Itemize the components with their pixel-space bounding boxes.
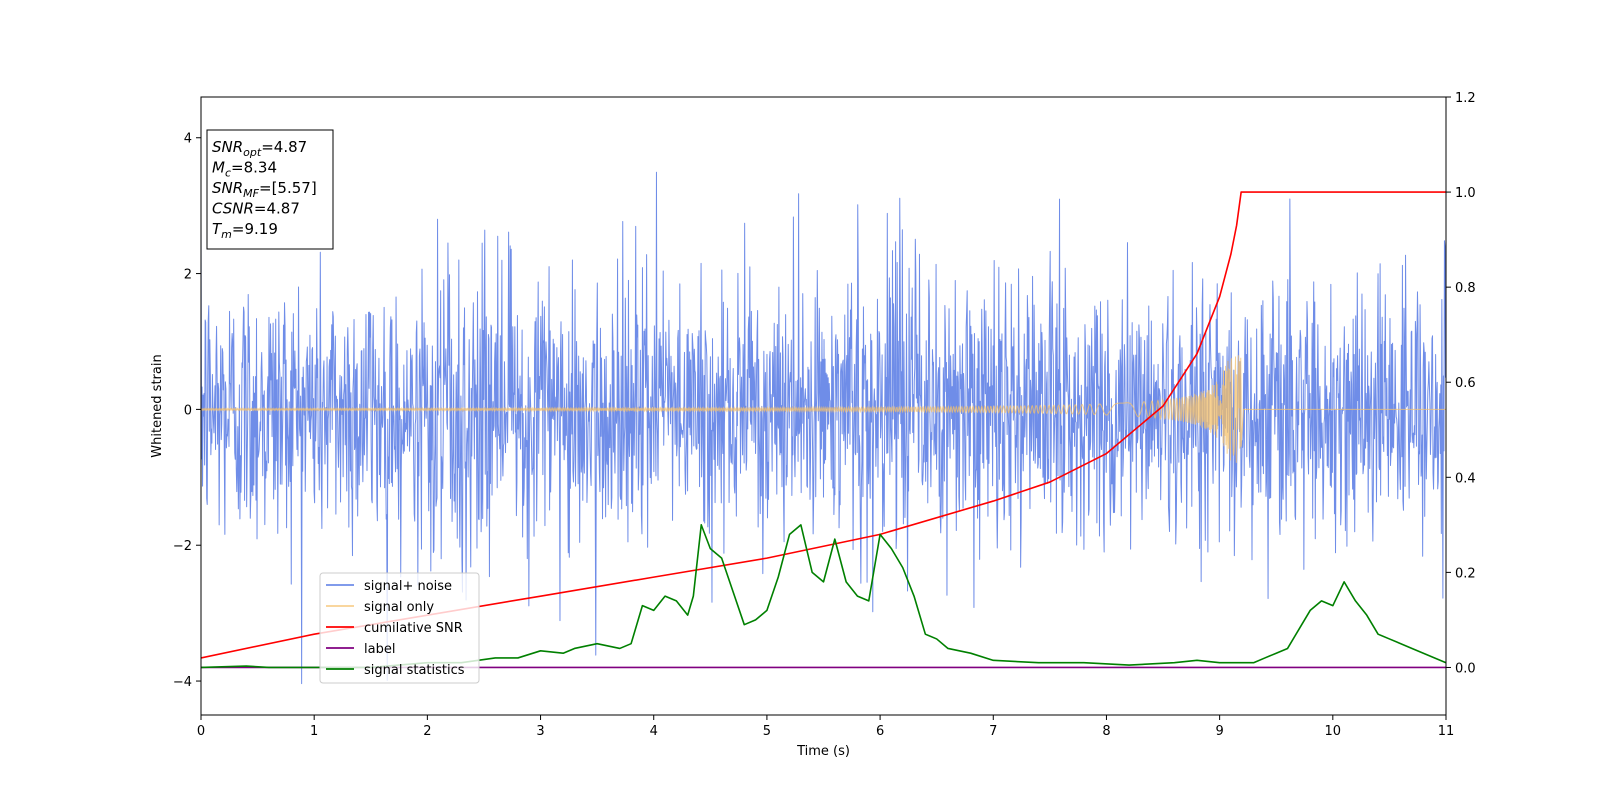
legend-entry: cumilative SNR [364, 621, 463, 636]
x-tick-label: 10 [1325, 724, 1342, 739]
series-cumilative-snr-line [201, 191, 1446, 659]
y-right-tick-label: 1.2 [1455, 91, 1476, 106]
y-left-tick-label: 4 [184, 132, 192, 147]
y-axis-label: Whitened strain [150, 354, 165, 457]
y-right-tick-label: 0.6 [1455, 376, 1476, 391]
info-box-frame [206, 129, 334, 250]
info-box-line: Tm=9.19 [212, 220, 278, 241]
legend-entry: signal statistics [364, 663, 465, 678]
y-right-tick-label: 0.2 [1455, 566, 1476, 581]
y-left-tick-label: −4 [173, 675, 192, 690]
y-left-tick-label: 0 [184, 403, 192, 418]
x-tick-label: 4 [650, 724, 658, 739]
y-left-tick-label: −2 [173, 539, 192, 554]
legend-entry: signal+ noise [364, 579, 452, 594]
x-tick-label: 6 [876, 724, 884, 739]
x-tick-label: 2 [423, 724, 431, 739]
axes-layer: 0 1 2 3 4 5 6 7 8 9 10 11 −4 −2 0 2 4 0.0 0.2 0.4 0.6 0.8 1.0 1… [173, 91, 1476, 739]
y-right-tick-label: 0.8 [1455, 281, 1476, 296]
legend-frame [319, 572, 480, 684]
y-left-tick-label: 2 [184, 268, 192, 283]
x-tick-label: 8 [1102, 724, 1110, 739]
info-box-line: SNRopt=4.87 [212, 138, 307, 159]
y-right-tick-label: 0.0 [1455, 661, 1476, 676]
info-box-line: SNRMF=[5.57] [212, 179, 317, 200]
x-tick-label: 7 [989, 724, 997, 739]
series-signal-only-line [201, 355, 1446, 463]
x-tick-label: 5 [763, 724, 771, 739]
x-axis-label: Time (s) [796, 744, 850, 759]
series-signal-statistics-line [201, 524, 1446, 669]
y-right-tick-label: 0.4 [1455, 471, 1476, 486]
x-tick-label: 1 [310, 724, 318, 739]
x-tick-label: 11 [1438, 724, 1455, 739]
y-right-tick-label: 1.0 [1455, 186, 1476, 201]
x-tick-label: 3 [536, 724, 544, 739]
legend: signal+ noise signal only cumilative SNR la… [319, 572, 480, 684]
legend-entry: signal only [364, 600, 434, 615]
x-tick-label: 0 [197, 724, 205, 739]
series-signal-noise-line [201, 171, 1446, 685]
axes-frame [200, 96, 1447, 716]
info-box-line: Mc=8.34 [212, 159, 277, 180]
legend-entry: label [364, 642, 395, 657]
x-tick-label: 9 [1215, 724, 1223, 739]
info-box-line: CSNR=4.87 [212, 200, 300, 218]
